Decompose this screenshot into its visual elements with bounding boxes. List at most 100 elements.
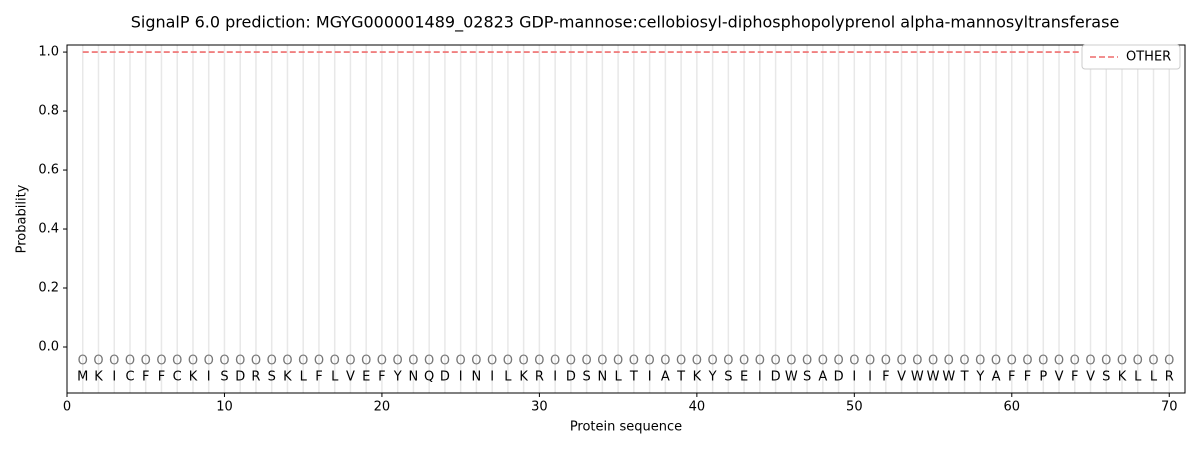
- region-label: O: [865, 353, 875, 368]
- x-tick-label: 0: [63, 400, 71, 415]
- residue-label: N: [409, 369, 419, 384]
- region-label: O: [1164, 353, 1174, 368]
- residue-label: F: [882, 369, 889, 384]
- region-label: O: [550, 353, 560, 368]
- residue-label: Q: [424, 369, 434, 384]
- region-label: O: [251, 353, 261, 368]
- residue-label: D: [834, 369, 844, 384]
- legend-label: OTHER: [1126, 50, 1171, 65]
- residue-label: S: [220, 369, 228, 384]
- residue-label: V: [1086, 369, 1095, 384]
- plot-frame: [66, 44, 1186, 394]
- residue-label: W: [942, 369, 955, 384]
- region-label: O: [125, 353, 135, 368]
- residue-label: S: [1102, 369, 1110, 384]
- x-tick-label: 60: [1004, 400, 1021, 415]
- region-label: O: [928, 353, 938, 368]
- region-label: O: [1133, 353, 1143, 368]
- residue-label: N: [472, 369, 482, 384]
- region-label: O: [487, 353, 497, 368]
- region-label: O: [802, 353, 812, 368]
- region-label: O: [849, 353, 859, 368]
- region-label: O: [1022, 353, 1032, 368]
- region-label: O: [298, 353, 308, 368]
- y-tick-label: 0.6: [38, 163, 59, 178]
- residue-label: M: [77, 369, 88, 384]
- region-label: O: [676, 353, 686, 368]
- residue-label: C: [125, 369, 134, 384]
- region-label: O: [1101, 353, 1111, 368]
- residue-label: A: [818, 369, 827, 384]
- residue-label: K: [94, 369, 103, 384]
- region-label: O: [1007, 353, 1017, 368]
- residue-label: I: [459, 369, 463, 384]
- residue-label: T: [676, 369, 685, 384]
- region-label: O: [1070, 353, 1080, 368]
- residue-label: W: [927, 369, 940, 384]
- region-label: O: [818, 353, 828, 368]
- y-tick-label: 0.2: [38, 281, 59, 296]
- residue-label: F: [378, 369, 385, 384]
- region-label: O: [896, 353, 906, 368]
- residue-label: A: [661, 369, 670, 384]
- region-label: O: [944, 353, 954, 368]
- x-tick-label: 20: [374, 400, 391, 415]
- region-label: O: [377, 353, 387, 368]
- residue-label: N: [598, 369, 608, 384]
- residue-label: K: [519, 369, 528, 384]
- region-label: O: [1054, 353, 1064, 368]
- region-label: O: [582, 353, 592, 368]
- region-label: O: [1085, 353, 1095, 368]
- residue-label: L: [615, 369, 623, 384]
- residue-label: R: [535, 369, 544, 384]
- region-label: O: [991, 353, 1001, 368]
- region-label: O: [723, 353, 733, 368]
- region-label: O: [786, 353, 796, 368]
- x-tick-label: 50: [846, 400, 863, 415]
- region-label: O: [93, 353, 103, 368]
- residue-label: E: [740, 369, 748, 384]
- region-label: O: [881, 353, 891, 368]
- y-tick-label: 0.8: [38, 104, 59, 119]
- residue-label: C: [173, 369, 182, 384]
- residue-label: I: [553, 369, 557, 384]
- region-label: O: [267, 353, 277, 368]
- region-label: O: [109, 353, 119, 368]
- x-tick-label: 70: [1161, 400, 1178, 415]
- residue-label: R: [251, 369, 260, 384]
- residue-label: I: [868, 369, 872, 384]
- region-label: O: [912, 353, 922, 368]
- region-label: O: [1038, 353, 1048, 368]
- region-label: O: [314, 353, 324, 368]
- region-label: O: [503, 353, 513, 368]
- y-tick-label: 1.0: [38, 45, 59, 60]
- residue-label: I: [852, 369, 856, 384]
- region-label: O: [408, 353, 418, 368]
- residue-label: L: [1150, 369, 1158, 384]
- region-label: O: [471, 353, 481, 368]
- residue-label: F: [158, 369, 165, 384]
- residue-label: S: [583, 369, 591, 384]
- region-label: O: [739, 353, 749, 368]
- residue-label: W: [911, 369, 924, 384]
- region-label: O: [755, 353, 765, 368]
- region-label: O: [235, 353, 245, 368]
- region-label: O: [188, 353, 198, 368]
- residue-label: D: [771, 369, 781, 384]
- residue-label: K: [189, 369, 198, 384]
- region-label: O: [566, 353, 576, 368]
- residue-label: D: [235, 369, 245, 384]
- residue-label: I: [758, 369, 762, 384]
- region-label: O: [519, 353, 529, 368]
- residue-label: E: [362, 369, 370, 384]
- region-label: O: [959, 353, 969, 368]
- residue-label: L: [300, 369, 308, 384]
- residue-label: I: [490, 369, 494, 384]
- region-label: O: [660, 353, 670, 368]
- residue-label: F: [315, 369, 322, 384]
- region-label: O: [534, 353, 544, 368]
- residue-label: I: [648, 369, 652, 384]
- residue-label: D: [440, 369, 450, 384]
